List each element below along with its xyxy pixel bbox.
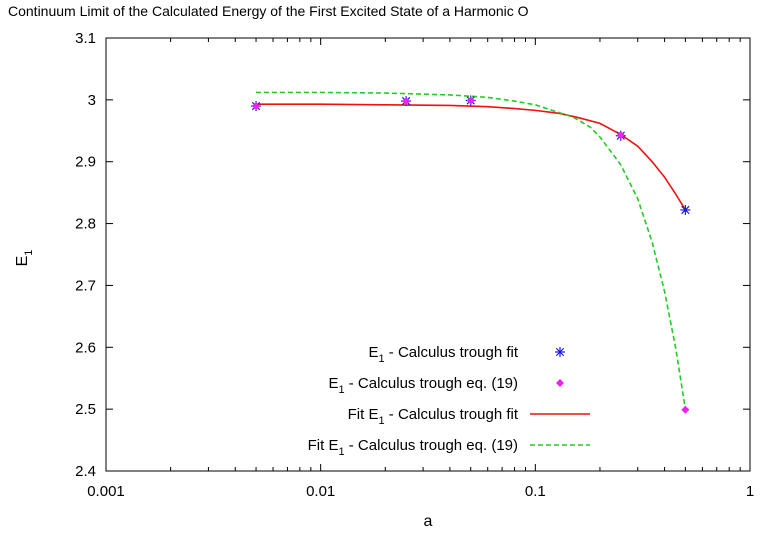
y-axis-label-main: E: [14, 256, 31, 267]
plot-frame: [105, 37, 751, 472]
x-tick-label: 1: [746, 483, 754, 500]
y-tick-label: 3: [88, 92, 96, 109]
legend-label-sub: 1: [378, 415, 384, 427]
y-axis-label: E1: [14, 250, 35, 267]
legend-label-suffix: - Calculus trough fit: [385, 406, 519, 423]
y-tick-label: 2.5: [75, 401, 96, 418]
x-tick-label: 0.01: [306, 483, 335, 500]
data-point-diamond: [681, 405, 690, 414]
data-points: [251, 95, 691, 414]
fit-curve-3: [256, 91, 687, 410]
legend-label-sub: 1: [338, 384, 344, 396]
legend-label-prefix: E: [328, 375, 338, 392]
x-axis-label: a: [424, 513, 433, 530]
legend-label-prefix: Fit E: [308, 437, 339, 454]
y-tick-label: 2.4: [75, 463, 96, 480]
y-tick-label: 2.6: [75, 339, 96, 356]
y-tick-label: 2.8: [75, 216, 96, 233]
y-tick-label: 2.9: [75, 154, 96, 171]
legend-label-sub: 1: [338, 446, 344, 458]
axis-ticks: 2.4 2.5 2.6 2.7 2.8 2.9 3 3.1 0.001 0.01 0.1 1: [75, 30, 754, 500]
data-point-asterisk: [680, 204, 691, 215]
legend-label-suffix: - Calculus trough eq. (19): [345, 375, 518, 392]
legend-label-2: Fit E1 - Calculus trough fit: [348, 406, 519, 427]
legend-sample-diamond: [556, 379, 564, 387]
legend-label-3: Fit E1 - Calculus trough eq. (19): [308, 437, 518, 458]
legend-label-suffix: - Calculus trough fit: [385, 344, 519, 361]
fit-curve-2: [256, 103, 687, 211]
legend-label-sub: 1: [378, 353, 384, 365]
legend-label-0: E1 - Calculus trough fit: [368, 344, 518, 365]
fit-curves: [256, 91, 687, 410]
legend-label-prefix: Fit E: [348, 406, 379, 423]
chart-title: Continuum Limit of the Calculated Energy…: [8, 3, 529, 19]
y-axis-label-sub: 1: [23, 250, 35, 256]
legend-label-suffix: - Calculus trough eq. (19): [345, 437, 518, 454]
legend-sample-asterisk: [555, 347, 565, 357]
data-point-diamond: [252, 102, 261, 111]
x-tick-label: 0.1: [525, 483, 546, 500]
legend-label-prefix: E: [368, 344, 378, 361]
y-tick-label: 2.7: [75, 277, 96, 294]
data-point-diamond: [402, 97, 411, 106]
data-point-diamond: [616, 131, 625, 140]
x-tick-label: 0.001: [87, 483, 125, 500]
y-tick-label: 3.1: [75, 30, 96, 47]
data-point-diamond: [466, 96, 475, 105]
legend-label-1: E1 - Calculus trough eq. (19): [328, 375, 518, 396]
